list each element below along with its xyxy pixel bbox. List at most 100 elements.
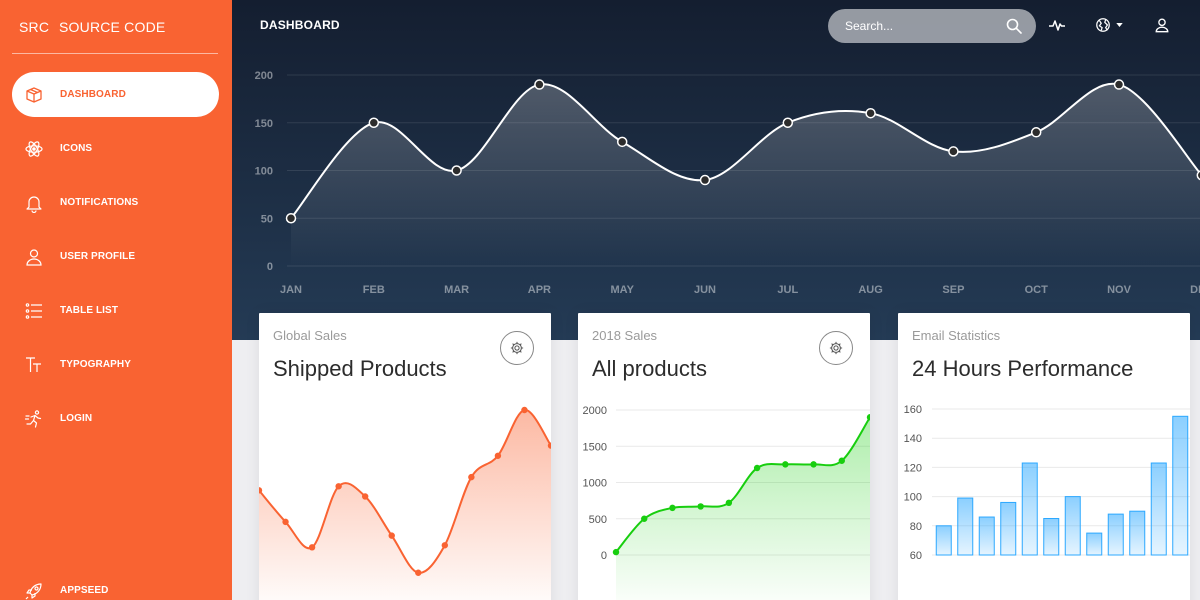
x-tick-label: JUN xyxy=(694,284,716,296)
data-point xyxy=(521,406,528,414)
y-tick-label: 80 xyxy=(910,521,922,533)
x-tick-label: MAR xyxy=(444,284,469,296)
shipped-products-chart xyxy=(259,406,551,600)
brand-mini[interactable]: SRC xyxy=(19,19,50,35)
pulse-icon[interactable] xyxy=(1048,16,1066,34)
settings-button[interactable] xyxy=(819,331,853,365)
y-tick-label: 200 xyxy=(255,70,273,82)
sidebar-item-label: APPSEED xyxy=(60,585,109,596)
data-point xyxy=(782,117,794,128)
x-tick-label: NOV xyxy=(1107,284,1132,296)
data-point xyxy=(1196,170,1200,181)
y-tick-label: 120 xyxy=(904,462,922,474)
card-category: 2018 Sales xyxy=(592,328,658,343)
search-icon[interactable] xyxy=(1006,18,1022,34)
x-tick-label: MAY xyxy=(610,284,634,296)
x-tick-label: JAN xyxy=(280,284,302,296)
data-point xyxy=(612,548,620,556)
account-icon[interactable] xyxy=(1153,16,1171,34)
page-title[interactable]: DASHBOARD xyxy=(260,18,340,32)
data-point xyxy=(866,414,870,421)
typography-icon xyxy=(24,355,44,375)
bar xyxy=(935,525,952,556)
data-point xyxy=(368,117,380,128)
y-tick-label: 160 xyxy=(904,404,922,416)
data-point xyxy=(451,165,462,176)
data-point xyxy=(468,473,475,481)
user-icon xyxy=(24,247,44,267)
bar xyxy=(1129,510,1146,556)
rocket-icon xyxy=(24,581,44,600)
data-point xyxy=(616,136,628,148)
sidebar-item-notifications[interactable]: NOTIFICATIONS xyxy=(12,180,219,225)
caret-down-icon xyxy=(1116,23,1123,27)
x-tick-label: AUG xyxy=(858,284,882,296)
card-shipped-products: Global Sales Shipped Products xyxy=(259,313,551,600)
search-input[interactable] xyxy=(845,19,995,33)
sidebar-item-appseed[interactable]: APPSEED xyxy=(12,568,219,600)
sidebar-item-label: DASHBOARD xyxy=(60,89,126,100)
sidebar-item-login[interactable]: LOGIN xyxy=(12,396,219,441)
sidebar-item-label: TABLE LIST xyxy=(60,305,119,316)
data-point xyxy=(810,461,817,468)
y-tick-label: 100 xyxy=(904,492,922,504)
list-icon xyxy=(24,301,44,321)
email-statistics-chart: 60 80 100 120 140 160 xyxy=(904,404,1190,562)
data-point xyxy=(388,532,395,539)
data-point xyxy=(1113,79,1125,90)
data-point xyxy=(547,442,551,449)
data-point xyxy=(335,483,342,490)
sidebar-item-table-list[interactable]: TABLE LIST xyxy=(12,288,219,333)
sidebar-nav: DASHBOARD ICONS NOTIFICATIONS USER PROFI… xyxy=(0,72,232,450)
y-tick-label: 140 xyxy=(904,433,922,445)
bar xyxy=(1086,532,1103,556)
y-tick-label: 0 xyxy=(601,550,607,562)
brand[interactable]: SRC SOURCE CODE xyxy=(0,0,232,54)
big-line-chart: 0 50 100 150 200 JAN FEB MAR APR MAY JUN JUL AUG SEP O… xyxy=(255,70,1200,296)
gear-icon xyxy=(829,341,843,355)
y-tick-label: 500 xyxy=(589,514,607,526)
data-point xyxy=(441,542,449,549)
x-tick-label: DEC xyxy=(1190,284,1200,296)
data-point xyxy=(948,146,959,157)
sidebar-item-label: ICONS xyxy=(60,143,93,154)
x-tick-label: JUL xyxy=(777,284,798,296)
sidebar-item-typography[interactable]: TYPOGRAPHY xyxy=(12,342,219,387)
gear-icon xyxy=(510,341,524,355)
card-title: Shipped Products xyxy=(273,356,447,381)
runner-icon xyxy=(24,409,44,429)
data-point xyxy=(725,499,733,506)
bell-icon xyxy=(24,193,44,213)
brand-divider xyxy=(12,53,218,54)
bar xyxy=(957,497,974,556)
bar xyxy=(1150,462,1167,556)
sidebar-bottom: APPSEED xyxy=(0,568,232,600)
data-point xyxy=(282,518,289,526)
bar xyxy=(1172,415,1189,556)
y-tick-label: 2000 xyxy=(583,405,607,417)
sidebar-item-label: USER PROFILE xyxy=(60,251,136,262)
data-point xyxy=(494,452,502,459)
bar xyxy=(1021,462,1038,556)
settings-button[interactable] xyxy=(500,331,534,365)
y-tick-label: 1500 xyxy=(583,441,607,453)
card-email-statistics: Email Statistics 24 Hours Performance 60… xyxy=(898,313,1190,600)
globe-dropdown[interactable] xyxy=(1094,16,1124,34)
y-tick-label: 150 xyxy=(255,118,273,130)
brand-name[interactable]: SOURCE CODE xyxy=(59,19,166,35)
sidebar-item-dashboard[interactable]: DASHBOARD xyxy=(12,72,219,117)
area-fill xyxy=(259,409,551,600)
data-point xyxy=(285,213,297,224)
sidebar-item-icons[interactable]: ICONS xyxy=(12,126,219,171)
y-tick-label: 100 xyxy=(255,166,273,178)
sidebar-item-label: LOGIN xyxy=(60,413,93,424)
sidebar-item-user-profile[interactable]: USER PROFILE xyxy=(12,234,219,279)
panel-header: DASHBOARD 0 50 100 150 200 JAN FEB MAR APR MAY JUN… xyxy=(232,0,1200,340)
data-point xyxy=(361,493,369,500)
bar xyxy=(1000,501,1017,556)
atom-icon xyxy=(24,139,44,159)
x-tick-label: APR xyxy=(528,284,551,296)
bar xyxy=(1064,496,1081,556)
area-fill xyxy=(291,83,1200,266)
data-point xyxy=(308,544,316,551)
